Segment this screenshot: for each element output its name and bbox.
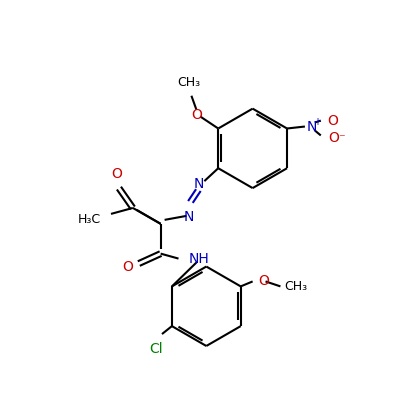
Text: N: N (193, 177, 204, 191)
Text: N: N (307, 120, 317, 134)
Text: N: N (183, 210, 194, 224)
Text: O: O (258, 274, 270, 288)
Text: CH₃: CH₃ (177, 76, 200, 89)
Text: O: O (329, 132, 340, 146)
Text: H₃C: H₃C (78, 213, 101, 226)
Text: O: O (191, 108, 202, 122)
Text: +: + (313, 116, 321, 126)
Text: O: O (112, 167, 122, 181)
Text: ⁻: ⁻ (338, 132, 344, 145)
Text: O: O (122, 260, 133, 274)
Text: O: O (327, 114, 338, 128)
Text: NH: NH (188, 252, 209, 266)
Text: CH₃: CH₃ (284, 280, 308, 293)
Text: Cl: Cl (149, 342, 163, 356)
